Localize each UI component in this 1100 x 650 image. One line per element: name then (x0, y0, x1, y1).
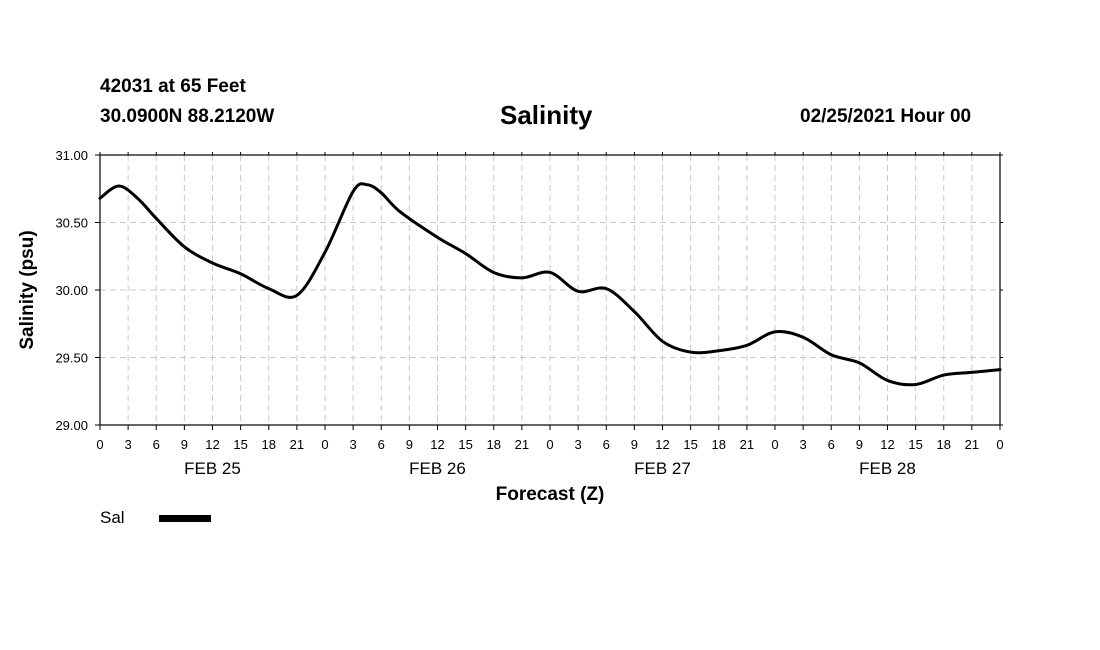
x-tick-label: 21 (965, 437, 979, 452)
x-tick-label: 15 (458, 437, 472, 452)
x-tick-label: 15 (683, 437, 697, 452)
day-label: FEB 25 (184, 459, 241, 478)
legend-label: Sal (100, 508, 125, 527)
legend-line-swatch (158, 514, 211, 522)
chart-legend: Sal (100, 508, 211, 528)
forecast-run-time: 02/25/2021 Hour 00 (800, 106, 972, 127)
y-tick-label: 31.00 (55, 148, 88, 163)
x-tick-label: 9 (856, 437, 863, 452)
chart-grid (100, 155, 1000, 425)
x-axis-title: Forecast (Z) (496, 484, 605, 505)
x-tick-label: 9 (181, 437, 188, 452)
x-tick-label: 3 (575, 437, 582, 452)
y-axis-title: Salinity (psu) (17, 230, 38, 349)
y-tick-label: 30.50 (55, 216, 88, 231)
x-tick-label: 12 (655, 437, 669, 452)
x-tick-label: 3 (350, 437, 357, 452)
x-tick-label: 21 (290, 437, 304, 452)
day-label: FEB 27 (634, 459, 691, 478)
x-tick-label: 6 (378, 437, 385, 452)
x-tick-label: 6 (153, 437, 160, 452)
x-tick-label: 18 (262, 437, 276, 452)
x-tick-label: 3 (125, 437, 132, 452)
y-tick-label: 29.50 (55, 351, 88, 366)
x-tick-label: 12 (430, 437, 444, 452)
x-tick-label: 21 (515, 437, 529, 452)
x-tick-label: 3 (800, 437, 807, 452)
x-tick-label: 0 (96, 437, 103, 452)
x-tick-label: 6 (603, 437, 610, 452)
sal-series-line (98, 182, 1002, 387)
y-tick-label: 30.00 (55, 283, 88, 298)
x-tick-label: 9 (406, 437, 413, 452)
y-tick-label: 29.00 (55, 418, 88, 433)
station-label: 42031 at 65 Feet (100, 76, 246, 97)
x-tick-label: 18 (487, 437, 501, 452)
x-tick-label: 0 (321, 437, 328, 452)
x-tick-label: 21 (740, 437, 754, 452)
day-label: FEB 26 (409, 459, 466, 478)
x-tick-label: 9 (631, 437, 638, 452)
x-tick-label: 15 (908, 437, 922, 452)
x-tick-label: 12 (205, 437, 219, 452)
station-coordinates: 30.0900N 88.2120W (100, 106, 275, 127)
x-tick-label: 0 (996, 437, 1003, 452)
x-tick-label: 0 (546, 437, 553, 452)
axis-tick-labels: 0 3 6 9 12 15 18 21 0 3 6 9 12 15 18 21 0 3 6 9 12 15 18 21 0 3 6 9… (55, 148, 1003, 478)
axis-ticks (95, 152, 1003, 430)
day-label: FEB 28 (859, 459, 916, 478)
x-tick-label: 18 (937, 437, 951, 452)
x-tick-label: 15 (233, 437, 247, 452)
x-tick-label: 12 (880, 437, 894, 452)
x-tick-label: 0 (771, 437, 778, 452)
x-tick-label: 18 (712, 437, 726, 452)
chart-title: Salinity (500, 100, 593, 130)
x-tick-label: 6 (828, 437, 835, 452)
